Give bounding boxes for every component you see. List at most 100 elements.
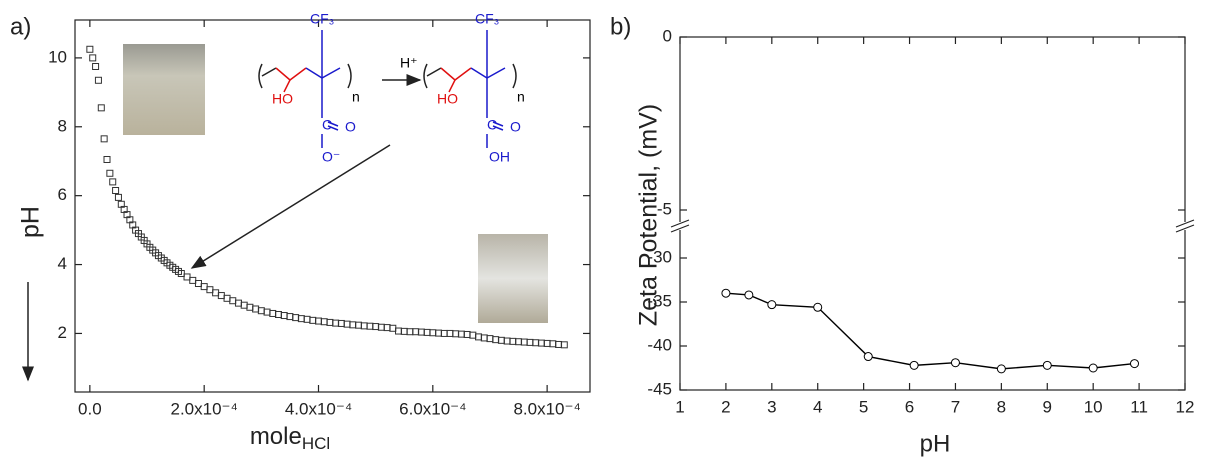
data-point (206, 286, 214, 294)
data-point (332, 319, 340, 327)
data-point (515, 338, 523, 346)
axis-break-mark (1175, 219, 1195, 233)
data-point (486, 335, 494, 343)
data-point (252, 305, 260, 313)
data-point (721, 288, 731, 298)
data-point (497, 336, 505, 344)
data-point (212, 289, 220, 297)
data-point (234, 299, 242, 307)
structure-label: HO (437, 91, 458, 107)
data-point (423, 328, 431, 336)
data-point (406, 328, 414, 336)
data-point (480, 334, 488, 342)
structure-label: CF₃ (475, 11, 499, 27)
data-point (457, 330, 465, 338)
data-point (1042, 360, 1052, 370)
x-tick-label: 8.0x10⁻⁴ (513, 399, 580, 418)
plot-frame (679, 36, 1186, 391)
structure-label: C (487, 117, 497, 133)
structure-label: CF₃ (310, 11, 334, 27)
data-point (452, 330, 460, 338)
data-point (950, 358, 960, 368)
structure-label: OH (489, 149, 510, 165)
data-point (303, 315, 311, 323)
data-point (863, 352, 873, 362)
x-tick-label: 4.0x10⁻⁴ (285, 399, 352, 418)
data-point (395, 327, 403, 335)
photo-turbid (123, 44, 205, 135)
x-tick-label: 12 (1176, 397, 1195, 416)
structure-label: n (352, 89, 360, 105)
data-point (114, 193, 122, 201)
structure-label: C (322, 117, 332, 133)
data-point (269, 309, 277, 317)
data-point (246, 303, 254, 311)
x-tick-label: 10 (1084, 397, 1103, 416)
axis-break-gap (1182, 222, 1188, 230)
y-tick-label: 0 (663, 26, 672, 45)
data-point (1088, 363, 1098, 373)
data-point (509, 337, 517, 345)
data-point (89, 54, 97, 62)
structure-label: n (517, 89, 525, 105)
data-point (996, 364, 1006, 374)
data-point (377, 323, 385, 331)
data-point (435, 329, 443, 337)
data-point (194, 280, 202, 287)
data-point (767, 300, 777, 310)
data-point (549, 340, 557, 348)
data-point (366, 322, 374, 330)
x-tick-label: 6.0x10⁻⁴ (399, 399, 466, 418)
x-tick-label: 3 (767, 397, 776, 416)
data-point (555, 340, 563, 348)
axis-break-gap (677, 222, 683, 230)
data-point (526, 338, 534, 346)
photo-clear (478, 234, 548, 323)
data-point (280, 312, 288, 320)
data-point (469, 331, 477, 339)
data-point (532, 339, 540, 347)
x-tick-label: 2.0x10⁻⁴ (171, 399, 238, 418)
data-point (446, 329, 454, 337)
x-axis-label-main: mole (250, 423, 302, 450)
structure-label: H⁺ (400, 55, 418, 71)
x-axis-label-subscript: HCl (302, 434, 330, 453)
data-point (274, 311, 282, 318)
data-point (240, 301, 248, 309)
data-point (337, 319, 345, 327)
data-point (326, 318, 334, 326)
data-point (86, 45, 94, 53)
panel-label: b) (610, 13, 631, 40)
x-tick-label: 4 (813, 397, 822, 416)
data-point (909, 360, 919, 370)
data-point (223, 294, 231, 302)
x-axis-label: pH (920, 430, 951, 457)
data-point (543, 339, 551, 347)
x-tick-label: 6 (905, 397, 914, 416)
y-tick-label: -45 (647, 379, 672, 398)
data-line (725, 292, 1135, 370)
data-point (360, 322, 368, 330)
data-point (343, 320, 351, 328)
data-point (217, 292, 225, 300)
y-axis-label: Zeta Potential, (mV) (635, 104, 663, 326)
data-point (309, 316, 317, 324)
x-tick-label: 1 (675, 397, 684, 416)
y-tick-label: -35 (647, 291, 672, 310)
structure-label: HO (272, 91, 293, 107)
data-point (100, 135, 108, 143)
data-point (97, 104, 105, 112)
data-point (263, 308, 271, 316)
x-tick-label: 5 (859, 397, 868, 416)
data-point (1130, 359, 1139, 369)
data-point (183, 273, 191, 281)
structure-label: O⁻ (322, 149, 340, 165)
data-point (92, 63, 100, 70)
structure-label: O (345, 119, 356, 135)
data-point (492, 336, 500, 344)
data-point (109, 178, 117, 186)
data-point (560, 341, 568, 349)
structure-bonds (22, 30, 517, 382)
y-axis-label: pH (17, 206, 45, 238)
